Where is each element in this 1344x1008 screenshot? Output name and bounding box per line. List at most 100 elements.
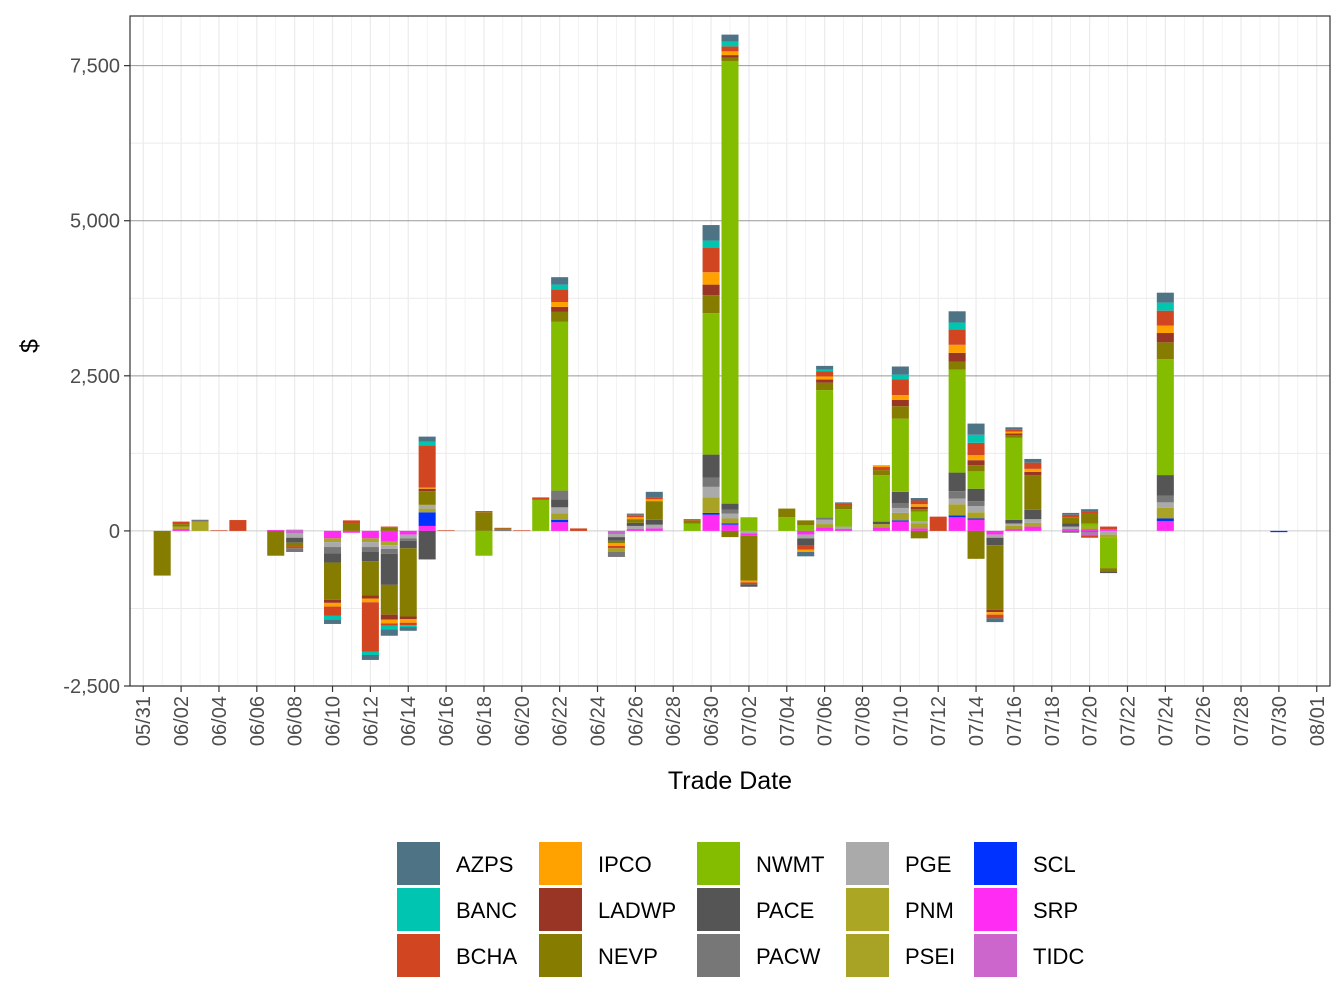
bar-segment-bcha	[835, 503, 853, 506]
bar-segment-bcha	[1062, 514, 1080, 518]
bar-segment-pace	[286, 537, 304, 543]
bar-segment-pge	[1005, 523, 1023, 526]
bar-segment-pace	[797, 538, 815, 546]
bar-segment-nevp	[418, 491, 436, 505]
x-tick-label: 07/10	[890, 696, 912, 746]
bar-segment-nwmt	[702, 313, 720, 455]
bar-segment-srp	[551, 522, 569, 531]
legend-label-ipco: IPCO	[598, 852, 652, 877]
bar-segment-ipco	[1024, 468, 1042, 472]
legend-swatch-pnm	[846, 888, 889, 931]
bar-segment-bcha	[891, 379, 909, 396]
legend-label-scl: SCL	[1033, 852, 1076, 877]
bar-segment-azps	[645, 491, 663, 498]
bar-segment-nwmt	[551, 321, 569, 491]
gridlines	[130, 16, 1330, 687]
bar-segment-nevp	[607, 540, 625, 544]
x-tick-label: 06/02	[171, 696, 193, 746]
bar-segment-scl	[702, 512, 720, 515]
bar-segment-ladwp	[1156, 333, 1174, 343]
bar-segment-psei	[702, 497, 720, 513]
legend-label-psei: PSEI	[905, 944, 955, 969]
bar-segment-nevp	[967, 530, 985, 559]
bar-segment-ladwp	[1024, 471, 1042, 476]
bar-segment-nevp	[399, 548, 417, 617]
bar-segment-psei	[891, 512, 909, 521]
bar-segment-nevp	[153, 530, 171, 576]
bar-segment-pacw	[891, 502, 909, 508]
bar-segment-pacw	[380, 548, 398, 554]
bar-segment-azps	[721, 34, 739, 42]
bar-segment-nevp	[1005, 435, 1023, 438]
y-tick-label: -2,500	[63, 676, 120, 698]
bar-segment-ladwp	[418, 488, 436, 492]
bar-segment-pge	[797, 534, 815, 539]
x-tick-label: 06/16	[436, 696, 458, 746]
legend-swatch-srp	[974, 888, 1017, 931]
x-tick-label: 07/20	[1080, 696, 1102, 746]
bar-segment-bcha	[380, 526, 398, 528]
bar-segment-srp	[626, 529, 644, 531]
bar-segment-pge	[626, 525, 644, 530]
bar-segment-azps	[361, 654, 379, 660]
bar-segment-azps	[1005, 427, 1023, 430]
legend-swatch-azps	[397, 842, 440, 885]
bar-segment-nwmt	[1156, 359, 1174, 476]
bar-segment-ipco	[986, 612, 1004, 615]
bar-segment-ipco	[361, 598, 379, 603]
bar-segment-pace	[967, 488, 985, 502]
legend-label-bcha: BCHA	[456, 944, 517, 969]
bar-segment-bcha	[418, 445, 436, 488]
bar-segment-srp	[872, 527, 890, 531]
bar-segment-nwmt	[797, 525, 815, 531]
bar-segment-nevp	[797, 520, 815, 526]
bar-segment-ladwp	[380, 614, 398, 620]
bar-segment-nevp	[475, 512, 493, 531]
bar-segment-pace	[324, 553, 342, 563]
bar-segment-nevp	[872, 470, 890, 476]
bar-segment-bcha	[324, 606, 342, 616]
bar-segment-bcha	[210, 530, 228, 531]
bar-segment-scl	[891, 520, 909, 522]
bar-segment-pace	[721, 503, 739, 510]
bar-segment-srp	[418, 525, 436, 531]
bar-segment-ladwp	[1005, 433, 1023, 436]
bar-segment-pace	[740, 584, 758, 587]
bar-segment-nwmt	[872, 475, 890, 522]
bar-segment-banc	[891, 374, 909, 380]
bar-segment-bcha	[570, 528, 588, 531]
legend-swatch-psei	[846, 934, 889, 977]
x-tick-label: 07/26	[1193, 696, 1215, 746]
panel-border	[129, 15, 1331, 687]
legend-label-nwmt: NWMT	[756, 852, 824, 877]
x-tick-label: 06/20	[512, 696, 534, 746]
bar-segment-pge	[740, 530, 758, 534]
legend-label-ladwp: LADWP	[598, 898, 676, 923]
bar-segment-ipco	[626, 517, 644, 520]
bar-segment-banc	[399, 625, 417, 628]
legend-swatch-bcha	[397, 934, 440, 977]
bar-segment-scl	[551, 519, 569, 523]
bar-segment-ipco	[1156, 325, 1174, 334]
bar-segment-nevp	[910, 530, 928, 539]
bar-segment-nwmt	[891, 418, 909, 492]
bar-segment-pacw	[324, 547, 342, 554]
y-tick-label: 5,000	[70, 211, 120, 233]
bar-segment-srp	[967, 519, 985, 531]
bar-segment-bcha	[1081, 535, 1099, 538]
bar-segment-pacw	[816, 517, 834, 520]
bar-segment-psei	[1005, 525, 1023, 530]
legend-label-pacw: PACW	[756, 944, 821, 969]
bar-segment-banc	[324, 615, 342, 620]
bar-segment-ipco	[607, 543, 625, 546]
bar-segment-pacw	[1156, 495, 1174, 503]
bar-segment-nwmt	[778, 517, 796, 531]
bar-segment-azps	[797, 552, 815, 557]
bar-segment-nevp	[910, 509, 928, 512]
y-tick-label: 0	[109, 521, 120, 543]
bar-segment-pge	[607, 534, 625, 538]
bar-segment-bcha	[1081, 511, 1099, 514]
bar-segment-ipco	[399, 619, 417, 623]
bar-segment-psei	[721, 518, 739, 524]
bar-segment-scl	[948, 515, 966, 518]
